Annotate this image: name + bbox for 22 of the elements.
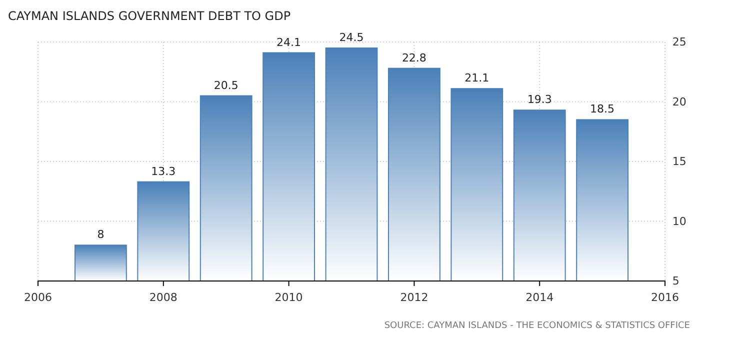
x-tick-label: 2016 xyxy=(651,291,679,304)
x-tick-label: 2014 xyxy=(526,291,554,304)
y-tick-label: 15 xyxy=(672,155,686,168)
data-label: 21.1 xyxy=(464,72,490,85)
y-tick-label: 5 xyxy=(672,274,680,288)
source-note: SOURCE: CAYMAN ISLANDS - THE ECONOMICS & STATISTICS OFFICE xyxy=(384,321,690,331)
data-label: 13.3 xyxy=(151,164,176,178)
y-tick-label: 10 xyxy=(672,214,686,228)
data-label: 20.5 xyxy=(214,78,238,92)
x-tick-label: 2012 xyxy=(400,291,428,304)
data-label: 19.3 xyxy=(527,93,552,106)
data-label: 18.5 xyxy=(590,102,615,116)
data-label: 24.1 xyxy=(276,36,302,49)
data-label: 8 xyxy=(97,228,104,242)
chart-title: CAYMAN ISLANDS GOVERNMENT DEBT TO GDP xyxy=(8,9,291,23)
x-tick-label: 2010 xyxy=(274,291,303,304)
data-label: 24.5 xyxy=(339,30,364,44)
x-tick-label: 2006 xyxy=(24,291,52,304)
y-tick-label: 20 xyxy=(672,95,686,108)
data-label: 22.8 xyxy=(402,51,426,64)
x-tick-label: 2008 xyxy=(149,291,178,304)
y-tick-label: 25 xyxy=(672,36,686,49)
